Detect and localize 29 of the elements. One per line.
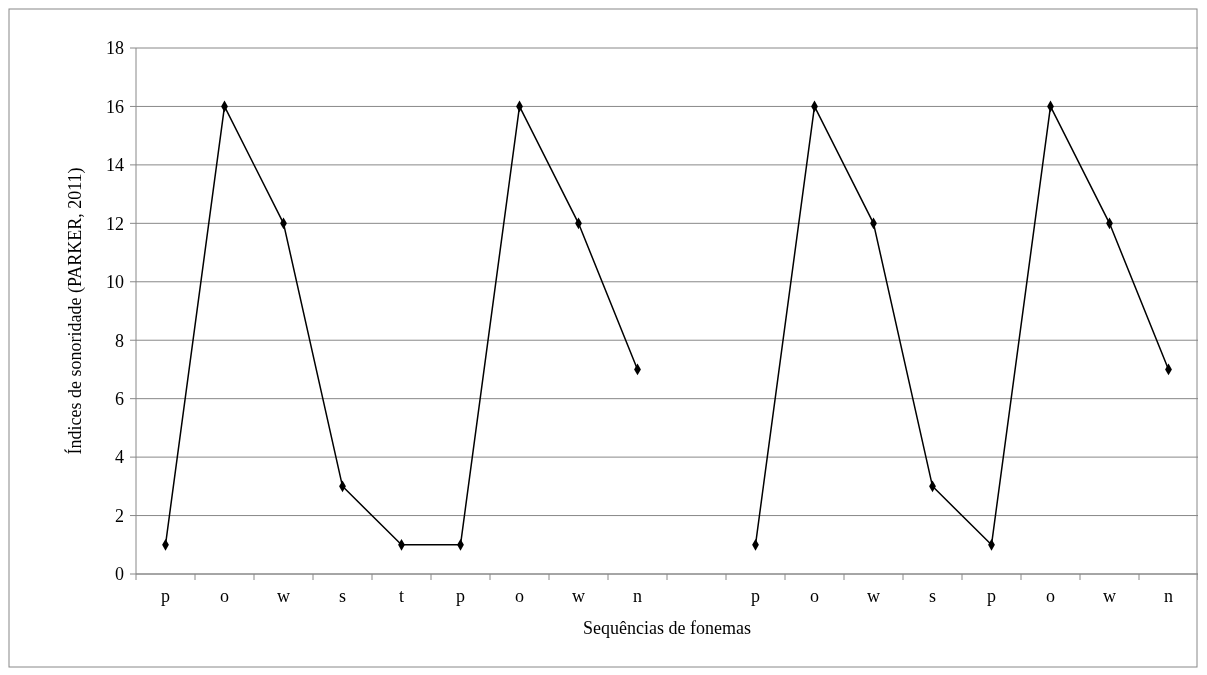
x-tick-label: s bbox=[338, 586, 347, 606]
x-tick-label: w bbox=[1103, 586, 1116, 606]
y-tick-label: 8 bbox=[115, 330, 124, 351]
x-tick-label: o bbox=[810, 586, 819, 606]
x-tick-label: w bbox=[277, 586, 290, 606]
x-tick-label: p bbox=[456, 586, 465, 606]
x-tick-label: p bbox=[987, 586, 996, 606]
y-tick-label: 4 bbox=[115, 447, 124, 468]
y-axis-title: Índices de sonoridade (PARKER, 2011) bbox=[64, 167, 86, 455]
y-tick-label: 6 bbox=[115, 388, 124, 409]
y-tick-label: 0 bbox=[115, 564, 124, 585]
x-tick-label: o bbox=[220, 586, 229, 606]
y-tick-label: 14 bbox=[106, 155, 124, 176]
x-tick-label: n bbox=[1164, 586, 1173, 606]
x-tick-label: w bbox=[867, 586, 880, 606]
x-axis-title: Sequências de fonemas bbox=[583, 618, 751, 638]
x-tick-label: s bbox=[928, 586, 937, 606]
x-tick-label: o bbox=[515, 586, 524, 606]
y-tick-label: 12 bbox=[106, 213, 124, 234]
x-tick-label: w bbox=[572, 586, 585, 606]
y-tick-label: 16 bbox=[106, 96, 124, 117]
x-tick-label: p bbox=[161, 586, 170, 606]
y-tick-label: 10 bbox=[106, 272, 124, 293]
y-tick-label: 2 bbox=[115, 505, 124, 526]
y-tick-label: 18 bbox=[106, 38, 124, 59]
x-tick-label: p bbox=[751, 586, 760, 606]
x-tick-label: t bbox=[398, 586, 405, 606]
x-tick-label: o bbox=[1046, 586, 1055, 606]
x-tick-label: n bbox=[633, 586, 642, 606]
